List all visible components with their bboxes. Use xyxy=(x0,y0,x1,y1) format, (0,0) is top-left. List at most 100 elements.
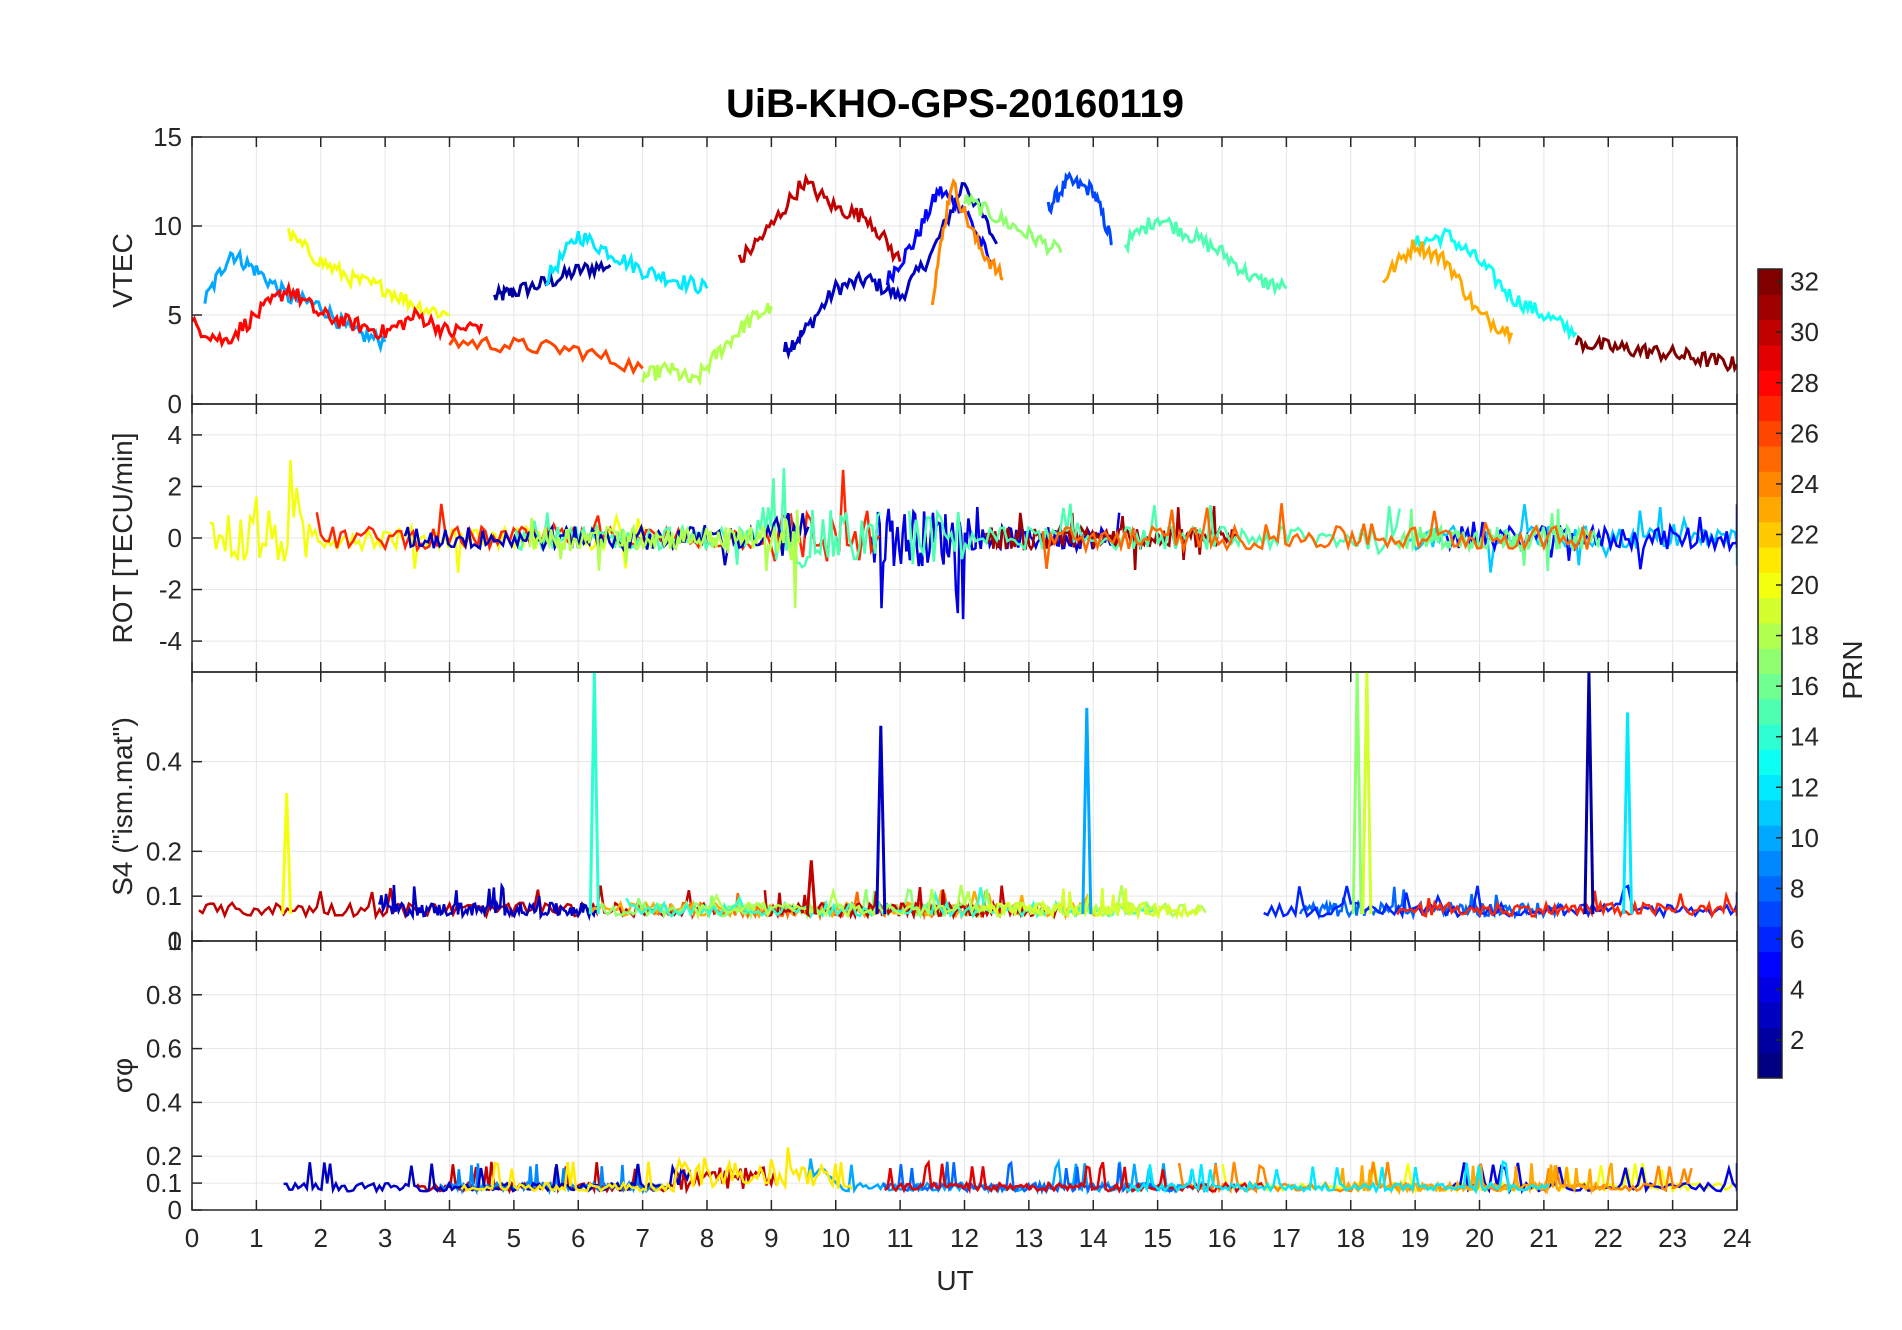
y-tick-label: 15 xyxy=(153,122,182,152)
s4-spike-prn-10 xyxy=(1081,707,1093,915)
colorbar-tick-label: 16 xyxy=(1790,671,1819,701)
colorbar-tick-label: 4 xyxy=(1790,975,1804,1005)
y-tick-label: 0.1 xyxy=(146,1168,182,1198)
x-tick-label: 13 xyxy=(1014,1223,1043,1253)
x-tick-label: 21 xyxy=(1529,1223,1558,1253)
y-tick-label: 0 xyxy=(168,1195,182,1225)
colorbar-tick-label: 10 xyxy=(1790,823,1819,853)
vtec-series-prn-17 xyxy=(963,192,1063,257)
panel-4-data xyxy=(283,1147,1737,1196)
colorbar-segment xyxy=(1758,901,1782,927)
vtec-series-prn-26 xyxy=(448,335,644,376)
x-tick-label: 5 xyxy=(507,1223,521,1253)
colorbar-tick-label: 32 xyxy=(1790,267,1819,297)
panel-2-series xyxy=(1041,503,1593,569)
y-tick-label: 0.1 xyxy=(146,881,182,911)
colorbar-frame xyxy=(1757,268,1783,1079)
y-axis-label: σφ xyxy=(107,1058,138,1093)
colorbar-tick-label: 26 xyxy=(1790,418,1819,448)
colorbar-segment xyxy=(1758,799,1782,826)
y-tick-label: -2 xyxy=(159,575,182,605)
x-tick-label: 19 xyxy=(1401,1223,1430,1253)
vtec-series-prn-32 xyxy=(1574,333,1737,374)
y-tick-label: 0.6 xyxy=(146,1034,182,1064)
colorbar-segment xyxy=(1758,850,1782,877)
colorbar-tick-label: 22 xyxy=(1790,519,1819,549)
colorbar-segment xyxy=(1758,294,1782,321)
colorbar-label: PRN xyxy=(1837,640,1868,699)
x-axis-label: UT xyxy=(936,1265,973,1296)
x-tick-label: 11 xyxy=(887,1223,914,1253)
s4-spike-prn-20 xyxy=(281,793,293,915)
s4-spike-prn-2 xyxy=(1583,672,1595,915)
x-tick-label: 6 xyxy=(571,1223,585,1253)
y-tick-label: 0 xyxy=(168,926,182,956)
colorbar-segment xyxy=(1758,547,1782,573)
panel-1-data xyxy=(192,170,1737,387)
vtec-series-prn-15 xyxy=(1124,216,1288,297)
vtec-series-prn-28 xyxy=(192,280,484,349)
colorbar-tick-label: 8 xyxy=(1790,873,1804,903)
colorbar-tick-label: 12 xyxy=(1790,772,1819,802)
vtec-series-prn-18 xyxy=(641,302,773,387)
x-tick-label: 1 xyxy=(249,1223,263,1253)
colorbar-segment xyxy=(1758,1052,1782,1079)
vtec-series-prn-13 xyxy=(1413,227,1578,342)
panel-3-series xyxy=(1263,884,1737,920)
colorbar-segment xyxy=(1758,698,1782,725)
x-tick-label: 12 xyxy=(950,1223,979,1253)
x-tick-label: 24 xyxy=(1723,1223,1752,1253)
x-tick-label: 15 xyxy=(1143,1223,1172,1253)
x-tick-label: 7 xyxy=(635,1223,649,1253)
y-tick-label: 0.4 xyxy=(146,747,182,777)
y-tick-label: -4 xyxy=(159,626,182,656)
panel-2-data xyxy=(209,459,1737,620)
y-tick-label: 1 xyxy=(168,926,182,956)
y-tick-label: 2 xyxy=(168,471,182,501)
colorbar-tick-label: 28 xyxy=(1790,368,1819,398)
x-tick-label: 3 xyxy=(378,1223,392,1253)
colorbar-segment xyxy=(1758,597,1782,624)
x-axis: 0 1 2 3 4 5 6 7 8 9 10 11 12 13 14 15 16 17 18 19 20 21 22 23 24 xyxy=(185,1223,1752,1253)
colorbar-tick-label: 20 xyxy=(1790,570,1819,600)
y-tick-label: 4 xyxy=(168,420,182,450)
colorbar-segment xyxy=(1758,951,1782,978)
x-tick-label: 14 xyxy=(1079,1223,1108,1253)
panel-2: -4 -2 0 2 4 ROT [TECU/min] xyxy=(107,403,1738,673)
x-tick-label: 20 xyxy=(1465,1223,1494,1253)
colorbar-segment xyxy=(1758,344,1782,371)
panel-4-series xyxy=(1124,1159,1550,1195)
x-tick-label: 10 xyxy=(821,1223,850,1253)
colorbar-segment xyxy=(1758,445,1782,472)
x-tick-label: 2 xyxy=(314,1223,328,1253)
y-tick-label: 5 xyxy=(168,300,182,330)
vtec-series-prn-30 xyxy=(737,172,902,264)
x-tick-label: 18 xyxy=(1336,1223,1365,1253)
s4-spike-prn-12 xyxy=(1622,712,1634,915)
colorbar-segment xyxy=(1758,496,1782,523)
vtec-series-prn-24 xyxy=(930,177,1004,306)
x-tick-label: 8 xyxy=(700,1223,714,1253)
colorbar-segment xyxy=(1758,648,1782,674)
panel-3-data xyxy=(198,672,1737,922)
y-tick-label: 0.2 xyxy=(146,836,182,866)
x-tick-label: 4 xyxy=(442,1223,456,1253)
colorbar-tick-label: 14 xyxy=(1790,722,1819,752)
x-tick-label: 9 xyxy=(764,1223,778,1253)
colorbar-tick-label: 18 xyxy=(1790,621,1819,651)
panel-3-series xyxy=(378,881,599,922)
y-axis-label: S4 ("ism.mat") xyxy=(107,717,138,896)
y-tick-label: 0.4 xyxy=(146,1087,182,1117)
colorbar-segment xyxy=(1758,1002,1782,1028)
x-tick-label: 0 xyxy=(185,1223,199,1253)
colorbar-tick-label: 2 xyxy=(1790,1025,1804,1055)
y-tick-label: 0 xyxy=(168,523,182,553)
panel-3-series xyxy=(693,884,1207,920)
panel-2-series xyxy=(984,505,1238,570)
x-tick-label: 17 xyxy=(1272,1223,1301,1253)
y-tick-label: 10 xyxy=(153,211,182,241)
